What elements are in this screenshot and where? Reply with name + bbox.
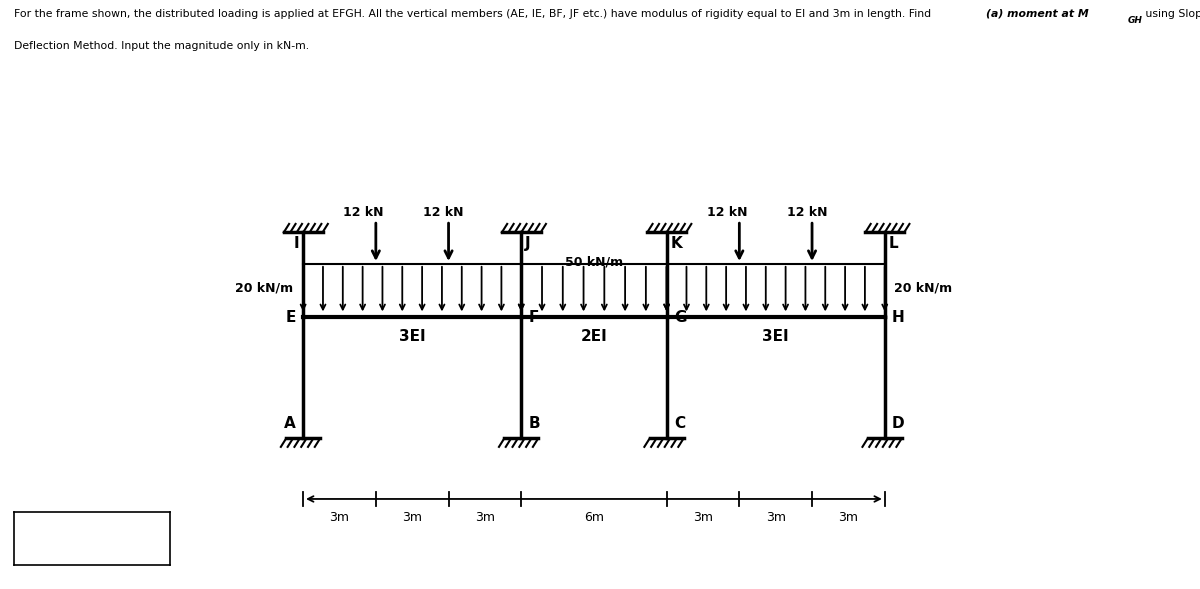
Text: 50 kN/m: 50 kN/m bbox=[565, 256, 623, 269]
Text: K: K bbox=[671, 236, 682, 251]
Text: D: D bbox=[892, 416, 905, 431]
Text: F: F bbox=[528, 310, 539, 325]
Text: GH: GH bbox=[1128, 16, 1142, 25]
Text: C: C bbox=[674, 416, 685, 431]
Text: (a) moment at M: (a) moment at M bbox=[986, 9, 1090, 19]
Text: 20 kN/m: 20 kN/m bbox=[894, 282, 953, 294]
Text: E: E bbox=[286, 310, 296, 325]
Text: 3m: 3m bbox=[330, 511, 349, 524]
Text: Deflection Method. Input the magnitude only in kN-m.: Deflection Method. Input the magnitude o… bbox=[14, 41, 310, 51]
Text: A: A bbox=[284, 416, 296, 431]
Text: I: I bbox=[294, 236, 300, 251]
Text: B: B bbox=[528, 416, 540, 431]
Text: 3m: 3m bbox=[475, 511, 494, 524]
Text: For the frame shown, the distributed loading is applied at EFGH. All the vertica: For the frame shown, the distributed loa… bbox=[14, 9, 935, 19]
Text: G: G bbox=[674, 310, 686, 325]
Text: 3m: 3m bbox=[839, 511, 858, 524]
Text: 3m: 3m bbox=[692, 511, 713, 524]
Text: 12 kN: 12 kN bbox=[787, 206, 828, 219]
Text: H: H bbox=[892, 310, 905, 325]
Text: 12 kN: 12 kN bbox=[343, 206, 384, 219]
Text: 3m: 3m bbox=[402, 511, 422, 524]
Text: 20 kN/m: 20 kN/m bbox=[235, 282, 294, 294]
Text: 3m: 3m bbox=[766, 511, 786, 524]
Text: 3EI: 3EI bbox=[762, 329, 790, 345]
Text: 12 kN: 12 kN bbox=[424, 206, 464, 219]
Text: 3EI: 3EI bbox=[398, 329, 426, 345]
Text: using Slope-: using Slope- bbox=[1142, 9, 1200, 19]
Text: 12 kN: 12 kN bbox=[707, 206, 748, 219]
Text: 2EI: 2EI bbox=[581, 329, 607, 345]
Text: 6m: 6m bbox=[584, 511, 604, 524]
Text: L: L bbox=[888, 236, 898, 251]
Text: J: J bbox=[524, 236, 530, 251]
